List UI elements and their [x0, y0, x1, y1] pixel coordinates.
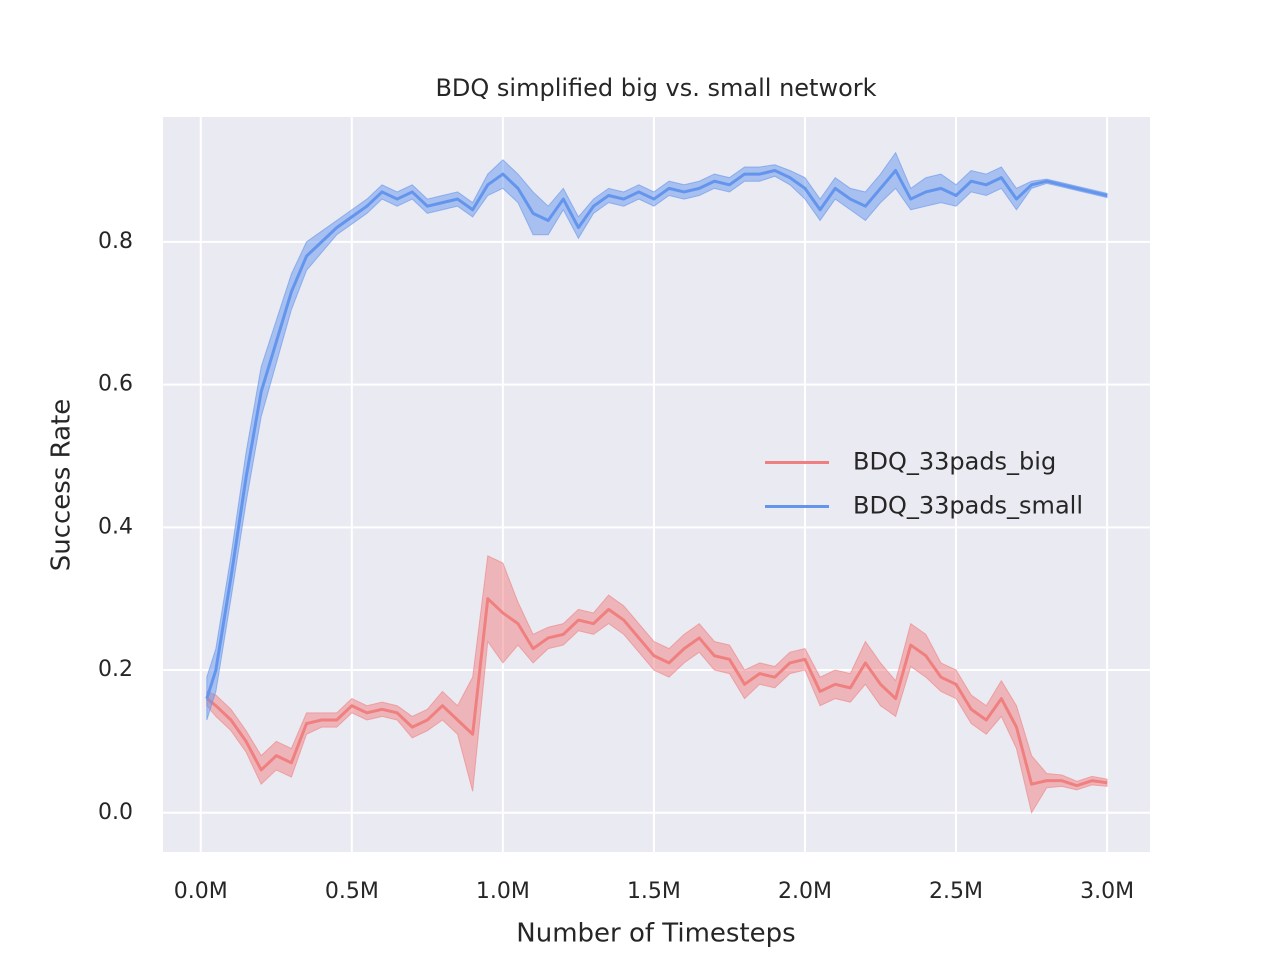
- x-tick-label: 0.5M: [325, 879, 379, 904]
- x-axis-label: Number of Timesteps: [516, 919, 795, 949]
- y-tick-label: 0.8: [98, 229, 133, 254]
- x-tick-label: 1.0M: [476, 879, 530, 904]
- x-tick-label: 3.0M: [1080, 879, 1134, 904]
- y-tick-label: 0.0: [98, 800, 133, 825]
- x-tick-label: 2.5M: [929, 879, 983, 904]
- chart-title: BDQ simplified big vs. small network: [435, 74, 876, 102]
- y-tick-label: 0.6: [98, 372, 133, 397]
- line: [205, 169, 1108, 700]
- legend-label: BDQ_33pads_big: [853, 448, 1056, 476]
- y-tick-label: 0.4: [98, 514, 133, 539]
- confidence-band: [206, 151, 1108, 721]
- x-tick-label: 1.5M: [627, 879, 681, 904]
- legend-label: BDQ_33pads_small: [853, 492, 1083, 520]
- confidence-band: [206, 555, 1108, 815]
- line: [205, 597, 1108, 788]
- x-tick-label: 0.0M: [174, 879, 228, 904]
- plot-area: [163, 117, 1150, 852]
- x-tick-label: 2.0M: [778, 879, 832, 904]
- y-tick-label: 0.2: [98, 657, 133, 682]
- y-axis-label: Success Rate: [47, 399, 77, 572]
